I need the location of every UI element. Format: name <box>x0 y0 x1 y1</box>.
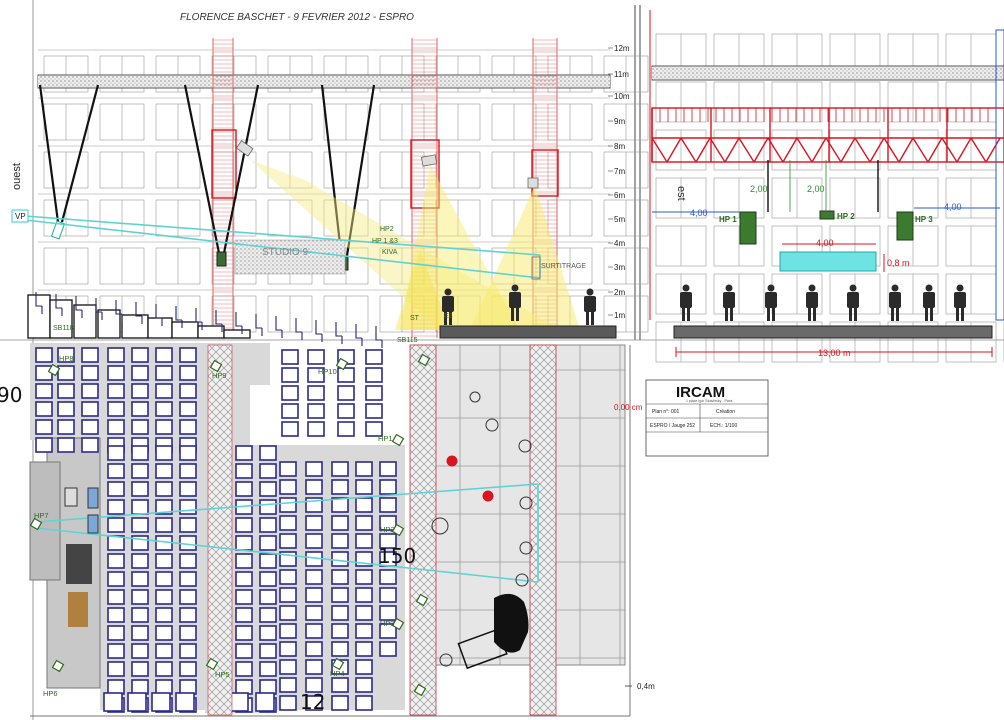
height-tick-label: 7m <box>614 167 625 176</box>
height-scale: 12m 11m 10m 9m 8m 7m 6m 5m 4m 3m 2m 1m <box>608 44 630 320</box>
est-label: est <box>675 186 687 201</box>
big-90: 90 <box>0 383 22 407</box>
hp3-section: HP 3 <box>915 215 933 224</box>
dim-4-mid: 4,00 <box>816 238 834 248</box>
dim-4-left: 4,00 <box>690 208 708 218</box>
hp4-label: HP4 <box>330 669 345 678</box>
dim-4-right: 4,00 <box>944 202 962 212</box>
cartouche-venue: ESPRO / Jauge 252 <box>650 423 695 429</box>
height-tick-label: 2m <box>614 288 625 297</box>
height-tick-label: 12m <box>614 44 630 53</box>
elevation-view <box>24 38 649 348</box>
dim-08: 0,8 m <box>887 258 910 268</box>
sb115-elev: SB115 <box>397 337 418 344</box>
surtitrage-label: SURTITRAGE <box>541 263 586 270</box>
drawing-title: FLORENCE BASCHET - 9 FEVRIER 2012 - ESPR… <box>180 12 414 23</box>
e8-elev: E8 <box>444 313 453 320</box>
cartouche-sub: 1 place Igor Stravinsky - Paris <box>686 399 733 403</box>
scale-04: 0,4m <box>637 682 655 691</box>
height-tick-label: 5m <box>614 215 625 224</box>
height-tick-label: 8m <box>614 142 625 151</box>
kiva-elev: KIVA <box>382 249 398 256</box>
hp1-section: HP 1 <box>719 215 737 224</box>
hp9-label: HP9 <box>212 371 227 380</box>
vp-label: VP <box>15 212 26 221</box>
height-tick-label: 3m <box>614 263 625 272</box>
big-150: 150 <box>378 544 416 568</box>
hp2-elev: HP2 <box>380 226 394 233</box>
hp13-elev: HP 1 &3 <box>372 238 398 245</box>
sb118-elev: SB118 <box>53 325 74 332</box>
hp1-label: HP1 <box>378 434 393 443</box>
big-12: 12 <box>300 690 325 714</box>
hp2-section: HP 2 <box>837 212 855 221</box>
dim-2-a: 2,00 <box>750 184 768 194</box>
height-tick-label: 9m <box>614 117 625 126</box>
hp8-label: HP8 <box>59 354 74 363</box>
hp5-label: HP5 <box>215 670 230 679</box>
cartouche-org: IRCAM <box>676 384 725 401</box>
st-elev: ST <box>410 315 420 322</box>
height-tick-label: 11m <box>614 70 629 79</box>
title-block <box>645 379 769 457</box>
height-tick-label: 10m <box>614 92 630 101</box>
cartouche-ech: ECH.: 1/100 <box>710 423 737 429</box>
dim-2-b: 2,00 <box>807 184 825 194</box>
section-view <box>649 10 1004 363</box>
dim-13: 13,00 m <box>818 348 851 358</box>
cartouche-creation: Création <box>716 409 735 415</box>
hp2-label: HP2 <box>380 525 395 534</box>
height-tick-label: 1m <box>614 311 625 320</box>
hp3-label: HP3 <box>380 619 395 628</box>
ouest-label: ouest <box>11 163 23 190</box>
ref-00cm: 0,00 cm <box>614 403 643 412</box>
floor-plan <box>29 343 632 717</box>
height-tick-label: 6m <box>614 191 625 200</box>
hp10-label: HP10 <box>318 367 337 376</box>
hp7-label: HP7 <box>34 511 49 520</box>
height-tick-label: 4m <box>614 239 625 248</box>
studio-label: STUDIO 9 <box>262 247 309 258</box>
hp6-label: HP6 <box>43 689 58 698</box>
cartouche-plan: Plan n°: 001 <box>652 409 680 415</box>
